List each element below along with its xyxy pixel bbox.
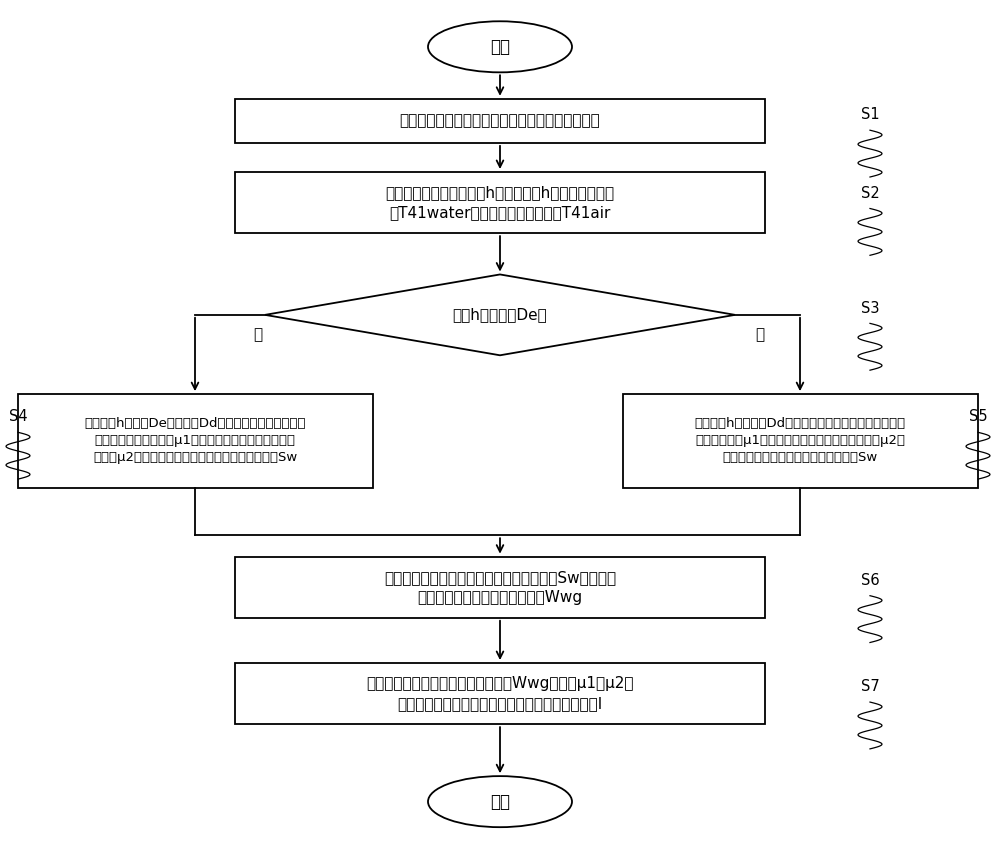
Text: 根据电缆的型号以及电缆管道的型号获取各个参数: 根据电缆的型号以及电缆管道的型号获取各个参数 bbox=[400, 113, 600, 129]
Bar bbox=[235, 172, 765, 233]
Bar bbox=[622, 394, 978, 488]
Text: 基于单位长度排管中积水与空气的接触面积Sw计算得到
积水向管道内空气层散发的热量Wwg: 基于单位长度排管中积水与空气的接触面积Sw计算得到 积水向管道内空气层散发的热量… bbox=[384, 570, 616, 604]
Text: 基于高度h以及内径Dd计算得到外表皮向水散热量与电缆
总损耗的比值μ1、空气散热量与电缆总损耗的比值μ2和
单位长度排管中积水与空气的接触面积Sw: 基于高度h以及内径Dd计算得到外表皮向水散热量与电缆 总损耗的比值μ1、空气散热… bbox=[694, 417, 906, 465]
Text: 获取电缆管道内积水高度h，基于高度h计算得到积水热
阻T41water与管道内空气层的热阻T41air: 获取电缆管道内积水高度h，基于高度h计算得到积水热 阻T41water与管道内空… bbox=[385, 186, 615, 220]
Bar bbox=[235, 557, 765, 618]
Text: 开始: 开始 bbox=[490, 37, 510, 56]
Text: 根据积水向管道内空气层散发的热量Wwg、比值μ1、μ2以
及各个参数计算得到排管内有积水时电缆的载流量I: 根据积水向管道内空气层散发的热量Wwg、比值μ1、μ2以 及各个参数计算得到排管… bbox=[366, 677, 634, 711]
Text: 是: 是 bbox=[755, 327, 765, 342]
Text: S3: S3 bbox=[861, 300, 879, 316]
Bar bbox=[18, 394, 372, 488]
Text: S7: S7 bbox=[861, 679, 879, 694]
Ellipse shape bbox=[428, 21, 572, 72]
Text: S4: S4 bbox=[9, 409, 27, 425]
Text: S2: S2 bbox=[861, 186, 879, 201]
Ellipse shape bbox=[428, 776, 572, 827]
Text: 结束: 结束 bbox=[490, 792, 510, 811]
Bar bbox=[235, 663, 765, 724]
Text: 高度h大于外径De？: 高度h大于外径De？ bbox=[453, 307, 547, 323]
Text: S6: S6 bbox=[861, 573, 879, 588]
Bar bbox=[235, 99, 765, 143]
Text: S1: S1 bbox=[861, 107, 879, 123]
Text: 基于高度h、外径De以及内径Dd计算得到外表皮向水散热
量与电缆总损耗的比值μ1、空气中散热量与电缆总损耗
的比值μ2和单位长度排管中积水与空气的接触面积Sw: 基于高度h、外径De以及内径Dd计算得到外表皮向水散热 量与电缆总损耗的比值μ1… bbox=[84, 417, 306, 465]
Text: S5: S5 bbox=[969, 409, 987, 425]
Polygon shape bbox=[265, 274, 735, 356]
Text: 否: 否 bbox=[253, 327, 263, 342]
